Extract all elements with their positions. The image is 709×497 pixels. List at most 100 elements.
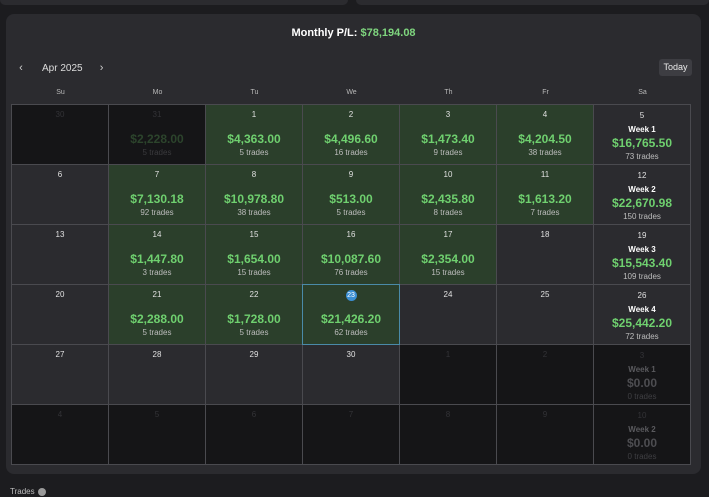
week-summary-cell[interactable]: 19 Week 3 $15,543.40 109 trades <box>593 224 691 285</box>
day-cell[interactable]: 17 $2,354.00 15 trades <box>399 224 497 285</box>
day-cell[interactable]: 22 $1,728.00 5 trades <box>205 284 303 345</box>
day-cell[interactable]: 6 <box>11 164 109 225</box>
day-cell[interactable]: 30 <box>302 344 400 405</box>
trades-label: Trades <box>10 487 35 496</box>
pl-amount: $1,473.40 <box>421 132 475 146</box>
day-cell[interactable]: 7 $7,130.18 92 trades <box>108 164 206 225</box>
pl-amount: $25,442.20 <box>611 316 673 330</box>
day-number: 22 <box>249 290 259 299</box>
weekday-label: Fr <box>542 89 549 96</box>
pl-amount: $0.00 <box>626 376 658 390</box>
day-number: 4 <box>57 410 63 419</box>
day-number: 27 <box>55 350 65 359</box>
pl-amount: $15,543.40 <box>611 256 673 270</box>
pl-amount: $1,447.80 <box>130 252 184 266</box>
day-cell[interactable]: 27 <box>11 344 109 405</box>
day-cell[interactable]: 8 $10,978.80 38 trades <box>205 164 303 225</box>
pl-amount: $21,426.20 <box>320 312 382 326</box>
day-cell[interactable]: 16 $10,087.60 76 trades <box>302 224 400 285</box>
trade-count: 3 trades <box>142 268 172 277</box>
day-cell[interactable]: 23 $21,426.20 62 trades <box>302 284 400 345</box>
trade-count: 15 trades <box>237 268 271 277</box>
pl-amount: $16,765.50 <box>611 136 673 150</box>
day-cell[interactable]: 4 $4,204.50 38 trades <box>496 104 594 165</box>
day-cell[interactable]: 14 $1,447.80 3 trades <box>108 224 206 285</box>
trade-count: 5 trades <box>336 208 366 217</box>
trade-count: 0 trades <box>627 392 657 401</box>
pl-amount: $2,435.80 <box>421 192 475 206</box>
day-cell[interactable]: 2 <box>496 344 594 405</box>
day-cell[interactable]: 11 $1,613.20 7 trades <box>496 164 594 225</box>
day-cell[interactable]: 31 $2,228.00 5 trades <box>108 104 206 165</box>
day-cell[interactable]: 5 <box>108 404 206 465</box>
day-cell[interactable]: 10 $2,435.80 8 trades <box>399 164 497 225</box>
day-number: 8 <box>445 410 451 419</box>
day-cell[interactable]: 20 <box>11 284 109 345</box>
week-summary-cell[interactable]: 5 Week 1 $16,765.50 73 trades <box>593 104 691 165</box>
day-number: 10 <box>443 170 453 179</box>
day-number: 25 <box>540 290 550 299</box>
trade-count: 73 trades <box>625 152 659 161</box>
info-icon[interactable] <box>37 487 46 496</box>
day-number: 7 <box>154 170 160 179</box>
day-cell[interactable]: 2 $4,496.60 16 trades <box>302 104 400 165</box>
prev-month-chevron-icon[interactable]: ‹ <box>19 62 23 74</box>
week-label: Week 1 <box>628 365 656 374</box>
trade-count: 5 trades <box>142 148 172 157</box>
day-cell[interactable]: 24 <box>399 284 497 345</box>
pl-amount: $4,363.00 <box>227 132 281 146</box>
day-cell[interactable]: 9 <box>496 404 594 465</box>
week-label: Week 1 <box>628 125 656 134</box>
pl-amount: $2,228.00 <box>130 132 184 146</box>
today-marker: 23 <box>345 290 357 301</box>
day-cell[interactable]: 9 $513.00 5 trades <box>302 164 400 225</box>
day-cell[interactable]: 4 <box>11 404 109 465</box>
day-cell[interactable]: 3 $1,473.40 9 trades <box>399 104 497 165</box>
pl-amount: $1,654.00 <box>227 252 281 266</box>
monthly-pl: Monthly P/L: $78,194.08 <box>6 27 701 39</box>
day-number: 8 <box>251 170 257 179</box>
day-number: 3 <box>445 110 451 119</box>
trade-count: 8 trades <box>433 208 463 217</box>
week-summary-cell[interactable]: 26 Week 4 $25,442.20 72 trades <box>593 284 691 345</box>
trade-count: 38 trades <box>528 148 562 157</box>
weekday-label: Su <box>56 89 65 96</box>
day-number: 9 <box>348 170 354 179</box>
day-cell[interactable]: 6 <box>205 404 303 465</box>
monthly-pl-value: $78,194.08 <box>360 27 416 39</box>
next-month-chevron-icon[interactable]: › <box>99 62 104 74</box>
trade-count: 109 trades <box>623 272 661 281</box>
day-cell[interactable]: 28 <box>108 344 206 405</box>
day-cell[interactable]: 8 <box>399 404 497 465</box>
week-summary-cell[interactable]: 3 Week 1 $0.00 0 trades <box>593 344 691 405</box>
day-number: 24 <box>443 290 453 299</box>
week-label: Week 4 <box>628 305 656 314</box>
week-summary-cell[interactable]: 12 Week 2 $22,670.98 150 trades <box>593 164 691 225</box>
today-button[interactable]: Today <box>659 59 692 76</box>
day-cell[interactable]: 15 $1,654.00 15 trades <box>205 224 303 285</box>
weekday-label: Mo <box>152 89 163 96</box>
pl-amount: $2,288.00 <box>130 312 184 326</box>
trade-count: 9 trades <box>433 148 463 157</box>
trade-count: 76 trades <box>334 268 368 277</box>
day-cell[interactable]: 1 $4,363.00 5 trades <box>205 104 303 165</box>
top-panel-edge-right <box>356 0 709 5</box>
top-strip <box>0 0 709 12</box>
day-cell[interactable]: 21 $2,288.00 5 trades <box>108 284 206 345</box>
day-cell[interactable]: 25 <box>496 284 594 345</box>
trade-count: 0 trades <box>627 452 657 461</box>
day-number: 15 <box>249 230 259 239</box>
week-summary-cell[interactable]: 10 Week 2 $0.00 0 trades <box>593 404 691 465</box>
trades-section-header: Trades <box>10 487 46 496</box>
day-number: 19 <box>637 231 647 240</box>
day-cell[interactable]: 29 <box>205 344 303 405</box>
day-cell[interactable]: 18 <box>496 224 594 285</box>
day-number: 16 <box>346 230 356 239</box>
day-number: 2 <box>542 350 548 359</box>
day-cell[interactable]: 30 <box>11 104 109 165</box>
day-number: 26 <box>637 291 647 300</box>
day-cell[interactable]: 7 <box>302 404 400 465</box>
day-cell[interactable]: 13 <box>11 224 109 285</box>
day-cell[interactable]: 1 <box>399 344 497 405</box>
pl-amount: $4,204.50 <box>518 132 572 146</box>
